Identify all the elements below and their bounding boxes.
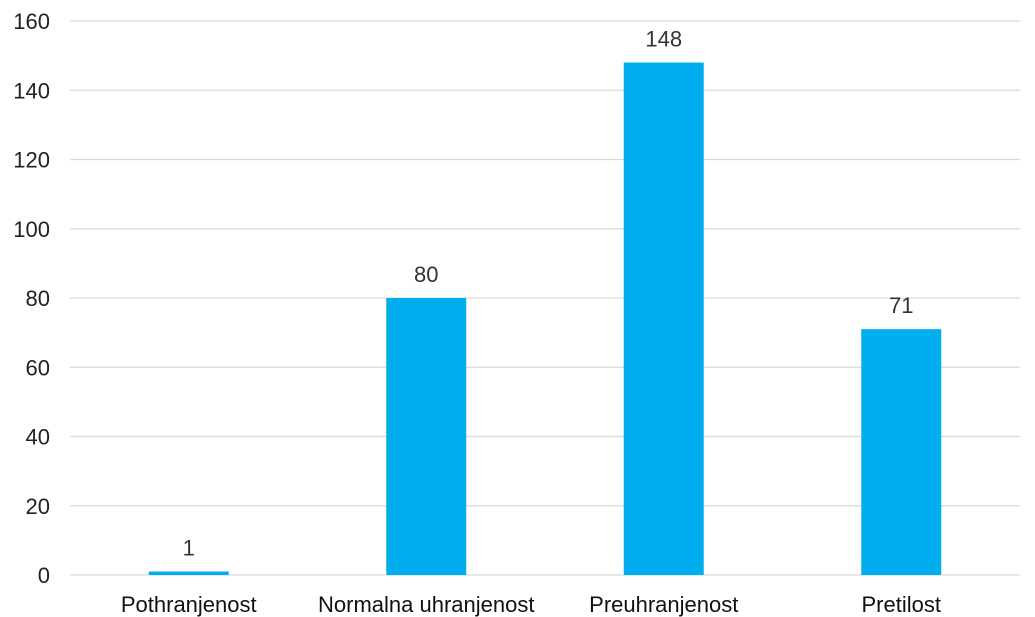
y-tick-label: 40 xyxy=(26,425,50,450)
data-label: 1 xyxy=(183,536,195,561)
bar xyxy=(386,298,467,575)
data-label: 71 xyxy=(889,293,913,318)
y-tick-label: 60 xyxy=(26,355,50,380)
category-label: Normalna uhranjenost xyxy=(318,592,534,617)
y-tick-label: 20 xyxy=(26,494,50,519)
y-tick-label: 100 xyxy=(13,217,50,242)
y-tick-label: 160 xyxy=(13,9,50,34)
data-labels: 1 80 148 71 xyxy=(183,27,914,561)
y-tick-label: 140 xyxy=(13,78,50,103)
gridlines xyxy=(70,20,1020,576)
data-label: 148 xyxy=(645,27,682,52)
category-label: Pretilost xyxy=(862,592,941,617)
bar xyxy=(623,62,704,576)
bar xyxy=(148,571,229,575)
category-label: Preuhranjenost xyxy=(589,592,738,617)
x-axis-category-labels: Pothranjenost Normalna uhranjenost Preuhra… xyxy=(121,592,941,617)
bar xyxy=(861,329,942,575)
y-tick-label: 0 xyxy=(38,563,50,588)
category-label: Pothranjenost xyxy=(121,592,257,617)
y-tick-label: 80 xyxy=(26,286,50,311)
data-label: 80 xyxy=(414,262,438,287)
bars xyxy=(148,62,942,576)
y-axis-tick-labels: 0 20 40 60 80 100 120 140 160 xyxy=(13,9,50,588)
y-tick-label: 120 xyxy=(13,148,50,173)
